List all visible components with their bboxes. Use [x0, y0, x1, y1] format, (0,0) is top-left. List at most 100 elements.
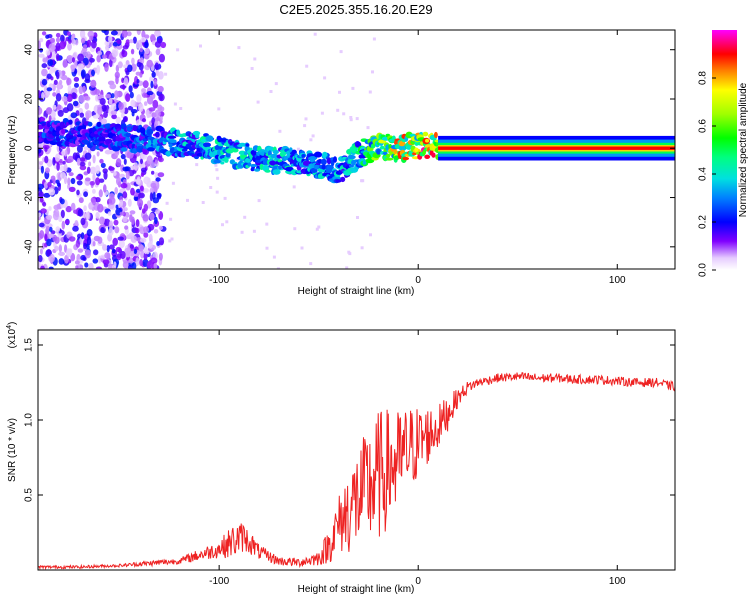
spectrogram-cell — [339, 50, 343, 54]
spectrogram-cell — [385, 153, 391, 158]
spectrogram-cell — [89, 35, 94, 41]
spectrogram-cell — [379, 145, 385, 150]
snr-multiplier-close: ) — [7, 322, 18, 325]
spectrogram-cell — [265, 222, 269, 226]
spectrogram-cell — [97, 236, 103, 244]
spectrogram-cell — [127, 198, 132, 207]
spectrogram-cell — [102, 244, 108, 251]
spectrogram-cell — [125, 132, 132, 138]
spectrogram-cell — [80, 37, 86, 44]
spectrogram-cell — [103, 184, 107, 193]
spectrogram-cell — [39, 196, 44, 203]
spectrogram-cell — [143, 252, 148, 261]
snr-multiplier: (x104) — [6, 322, 18, 349]
spectrogram-cell — [95, 211, 100, 219]
spectrogram-cell — [72, 152, 78, 160]
spectrogram-cell — [58, 135, 65, 139]
spectrogram-cell — [135, 227, 140, 234]
spectrogram-cell — [55, 93, 62, 102]
spectrogram-cell — [154, 30, 161, 37]
spectrogram-cell — [127, 105, 134, 111]
spectrogram-cell — [114, 187, 118, 195]
spectrogram-cell — [93, 249, 99, 256]
spectrogram-cell — [168, 139, 177, 144]
spectrogram-cell — [221, 223, 224, 227]
spectrogram-cell — [136, 94, 142, 103]
spectrogram-cell — [170, 237, 174, 241]
spectrogram-cell — [333, 156, 337, 163]
spectrogram-cell — [166, 151, 172, 156]
spectrogram-cell — [73, 76, 80, 82]
spectrogram-cell — [77, 53, 84, 62]
spectrogram-cell — [146, 128, 154, 136]
spectrogram-cell — [70, 64, 75, 73]
spectrogram-cell — [142, 80, 149, 89]
spectrogram-cell — [422, 131, 429, 137]
spectrogram-cell — [140, 237, 147, 243]
spectrogram-cell — [146, 109, 150, 119]
spectrogram-cell — [38, 53, 45, 58]
spectrogram-cell — [266, 146, 275, 152]
spectrogram-cell — [360, 246, 364, 250]
spectrogram-cell — [131, 111, 135, 117]
spectrogram-cell — [376, 148, 381, 155]
spectrogram-cell — [120, 147, 128, 152]
spectrogram-cell — [41, 132, 46, 139]
spectrogram-cell — [114, 90, 119, 99]
spectrogram-cell — [92, 199, 96, 206]
spectrogram-cell — [48, 266, 54, 269]
spectrogram-cell — [67, 84, 72, 94]
spectrogram-cell — [153, 78, 158, 86]
spectrogram-cell — [95, 266, 102, 269]
spectrogram-cell — [58, 244, 62, 253]
spectrogram-cell — [92, 173, 96, 182]
spectrogram-cell — [165, 201, 169, 205]
spectrogram-cell — [141, 88, 147, 93]
colorbar-scale — [712, 30, 737, 270]
spectrogram-cell — [368, 90, 372, 94]
spectrogram-cell — [76, 189, 80, 196]
spectrogram-cell — [309, 138, 313, 142]
spectrogram-cell — [148, 233, 153, 242]
spectrogram-cell — [149, 192, 153, 202]
spectrogram-cell — [117, 236, 124, 241]
spectrogram-cell — [136, 40, 141, 49]
spectrogram-cell — [130, 187, 135, 196]
spectrogram-cell — [146, 59, 153, 68]
spectrogram-cell — [315, 227, 319, 231]
colorbar: 0.0 0.2 0.4 0.6 0.8 Normalized spectral ampl… — [698, 30, 749, 277]
spectrogram-cell — [438, 146, 675, 150]
spectrogram-cell — [86, 229, 93, 237]
spectrogram-xtick-label: 0 — [415, 275, 421, 286]
spectrogram-cell — [53, 204, 60, 211]
spectrogram-cell — [203, 142, 211, 148]
spectrogram-cell — [129, 39, 134, 44]
spectrogram-cell — [425, 138, 430, 143]
spectrogram-cell — [269, 160, 278, 166]
spectrogram-cell — [274, 82, 278, 86]
snr-ytick-label: 1.5 — [24, 338, 35, 352]
spectrogram-cell — [213, 159, 222, 164]
spectrogram-cell — [158, 252, 163, 261]
spectrogram-cell — [142, 188, 149, 193]
spectrogram-cell — [131, 57, 135, 65]
spectrogram-cell — [48, 188, 56, 196]
spectrogram-cell — [108, 220, 114, 230]
spectrogram-cell — [252, 151, 257, 156]
spectrogram-cell — [39, 48, 44, 53]
spectrogram-cell — [146, 91, 154, 96]
spectrogram-cell — [44, 181, 48, 189]
spectrogram-cell — [434, 131, 438, 139]
spectrogram-cell — [77, 248, 84, 253]
spectrogram-cell — [318, 168, 324, 173]
snr-series-line — [38, 372, 675, 570]
spectrogram-cell — [296, 147, 300, 151]
spectrogram-cell — [112, 50, 118, 58]
spectrogram-cell — [87, 121, 93, 127]
spectrogram-cell — [217, 107, 221, 111]
spectrogram-cell — [66, 55, 74, 63]
spectrogram-cell — [138, 192, 145, 199]
spectrogram-cell — [349, 116, 353, 119]
spectrogram-cell — [256, 100, 260, 104]
spectrogram-cell — [117, 61, 123, 69]
